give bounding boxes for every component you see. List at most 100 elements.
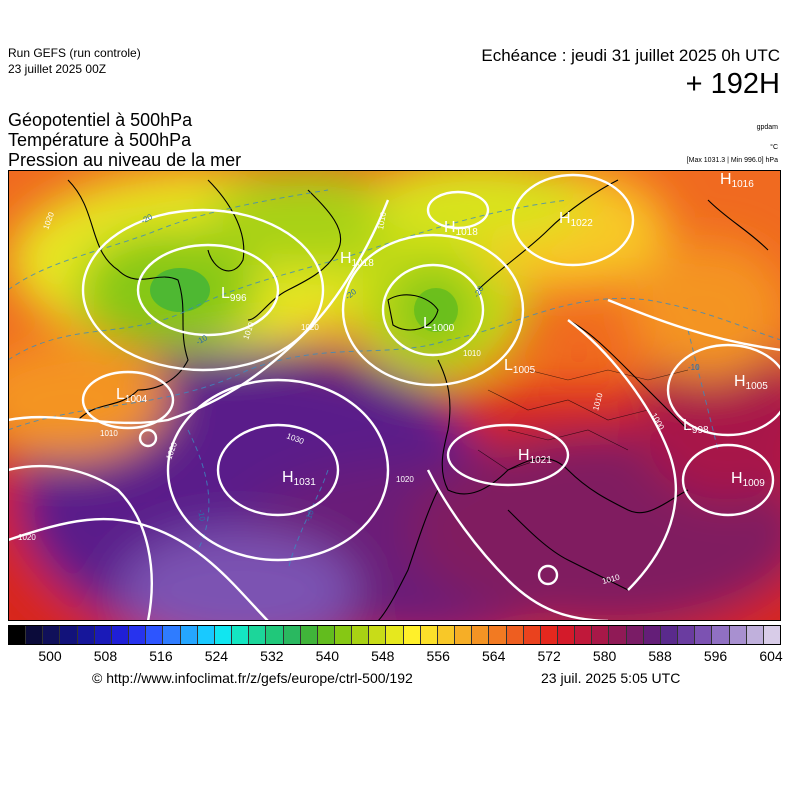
- unit-temperature: °C: [770, 144, 778, 151]
- color-swatch: [678, 626, 696, 644]
- color-scale-label: 564: [482, 648, 506, 664]
- color-swatch: [420, 626, 438, 644]
- color-scale-label: 508: [93, 648, 118, 664]
- color-scale-labels: 500 508 516 524 532 540 548 556 564 572 580 588 596 6…: [8, 648, 782, 666]
- color-swatch: [592, 626, 610, 644]
- color-swatch: [575, 626, 593, 644]
- low-center: L1004: [116, 386, 148, 405]
- color-swatch: [729, 626, 747, 644]
- color-scale-label: 540: [315, 648, 339, 664]
- high-center: H1021: [518, 447, 552, 466]
- color-swatch: [523, 626, 541, 644]
- color-swatch: [77, 626, 95, 644]
- color-swatch: [317, 626, 335, 644]
- isobar-label: 1010: [376, 211, 388, 231]
- isotherm-label: -10: [688, 363, 700, 372]
- isobar-label: 1010: [463, 349, 481, 358]
- isotherms: [8, 189, 781, 571]
- color-swatch: [746, 626, 764, 644]
- run-date: 23 juillet 2025 00Z: [8, 62, 107, 76]
- isotherm-label: -10: [303, 508, 316, 522]
- borders: [477, 369, 689, 471]
- unit-geopotential: gpdam: [756, 124, 778, 131]
- isobars: [8, 173, 781, 621]
- color-scale-label: 516: [149, 648, 173, 664]
- color-swatch: [129, 626, 147, 644]
- color-swatch: [232, 626, 250, 644]
- isobar-label: 1020: [18, 533, 36, 542]
- color-swatch: [300, 626, 318, 644]
- color-swatch: [111, 626, 130, 644]
- run-title: Run GEFS (run controle): [8, 46, 141, 60]
- weather-map: H1016 H1022 H1018 H1018 H1031 H1021 H100…: [8, 170, 781, 621]
- color-swatch: [249, 626, 267, 644]
- high-center: H1022: [559, 210, 593, 229]
- high-center: H1031: [282, 469, 316, 488]
- param-pressure: Pression au niveau de la mer: [8, 150, 242, 170]
- low-center: L1005: [504, 357, 536, 376]
- color-scale-label: 572: [537, 648, 561, 664]
- color-swatch: [9, 626, 27, 644]
- color-scale-label: 548: [371, 648, 395, 664]
- color-swatch: [266, 626, 284, 644]
- color-swatch: [403, 626, 421, 644]
- color-scale-label: 596: [703, 648, 728, 664]
- color-swatch: [609, 626, 627, 644]
- isobar-label: 1020: [301, 323, 319, 332]
- color-swatch: [180, 626, 198, 644]
- pressure-extremes: [Max 1031.3 | Min 996.0] hPa: [686, 157, 778, 164]
- color-swatch: [626, 626, 644, 644]
- color-scale-label: 500: [38, 648, 62, 664]
- coastlines: [67, 179, 769, 621]
- isobar-labels: 1020 1020 1030 1020 1010 1010 1020 1010 …: [18, 210, 666, 586]
- color-swatch: [369, 626, 387, 644]
- source-url: © http://www.infoclimat.fr/z/gefs/europe…: [92, 670, 413, 686]
- color-swatch: [455, 626, 473, 644]
- color-swatch: [386, 626, 404, 644]
- color-swatch: [472, 626, 490, 644]
- high-center: H1016: [720, 171, 754, 190]
- forecast-valid-time: Echéance : jeudi 31 juillet 2025 0h UTC: [481, 46, 780, 65]
- color-swatch: [163, 626, 181, 644]
- color-swatch: [214, 626, 233, 644]
- color-swatch: [43, 626, 61, 644]
- color-scale-bar: [8, 625, 781, 645]
- color-swatch: [489, 626, 507, 644]
- low-pressure-centers: L1000 L996 L1004 L998 L1005: [116, 285, 709, 436]
- color-swatch: [26, 626, 44, 644]
- high-center: H1018: [444, 219, 478, 238]
- low-center: L998: [683, 417, 709, 436]
- color-swatch: [334, 626, 353, 644]
- color-swatch: [437, 626, 456, 644]
- high-center: H1005: [734, 373, 768, 392]
- high-center: H1009: [731, 470, 765, 489]
- color-swatch: [283, 626, 301, 644]
- isobar-label: 1010: [100, 429, 118, 438]
- low-center: L1000: [423, 315, 455, 334]
- color-scale-label: 556: [426, 648, 450, 664]
- lead-time: + 192H: [685, 68, 780, 100]
- color-swatch: [712, 626, 730, 644]
- color-swatch: [540, 626, 558, 644]
- generation-time: 23 juil. 2025 5:05 UTC: [541, 670, 681, 686]
- isobar-label: 1020: [396, 475, 414, 484]
- color-swatch: [763, 626, 781, 644]
- color-swatch: [197, 626, 215, 644]
- cold-core-west: [150, 268, 210, 312]
- param-temperature: Température à 500hPa: [8, 130, 192, 150]
- isotherm-label: -10: [196, 509, 207, 522]
- high-center: H1018: [340, 250, 374, 269]
- param-geopotential: Géopotentiel à 500hPa: [8, 110, 193, 130]
- color-swatch: [660, 626, 679, 644]
- low-center: L996: [221, 285, 247, 304]
- color-swatch: [558, 626, 576, 644]
- color-scale-label: 524: [204, 648, 229, 664]
- color-swatch: [94, 626, 112, 644]
- color-swatch: [352, 626, 370, 644]
- color-swatch: [643, 626, 661, 644]
- color-scale-label: 588: [648, 648, 672, 664]
- color-swatch: [695, 626, 713, 644]
- color-swatch: [506, 626, 524, 644]
- color-scale-label: 580: [592, 648, 617, 664]
- color-scale-label: 532: [260, 648, 284, 664]
